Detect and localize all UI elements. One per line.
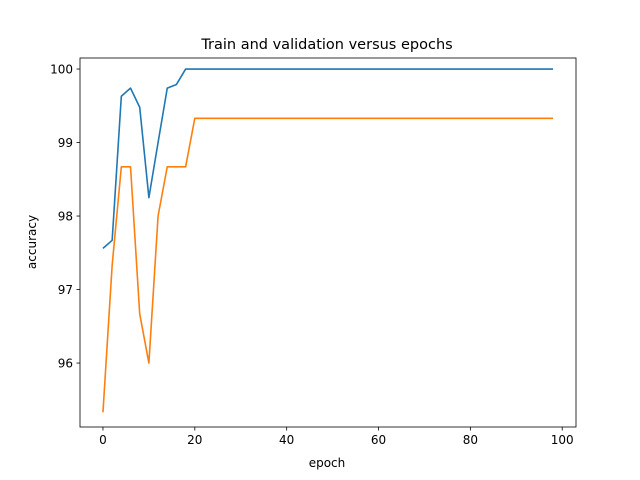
plot-frame — [79, 57, 577, 428]
y-tick-label: 100 — [50, 62, 73, 76]
x-tick-label: 20 — [187, 433, 202, 447]
y-tick-label: 99 — [58, 136, 73, 150]
series-line-2 — [102, 117, 554, 413]
series-line-1 — [102, 68, 554, 249]
y-axis-label: accuracy — [25, 215, 39, 269]
x-tick-label: 0 — [99, 433, 107, 447]
chart-title: Train and validation versus epochs — [200, 37, 452, 53]
y-tick-label: 96 — [58, 356, 73, 370]
plot-area: 0 20 40 60 80 100 96 97 98 99 100 — [50, 57, 577, 447]
x-axis-label: epoch — [309, 456, 346, 470]
x-tick-label: 100 — [551, 433, 574, 447]
y-tick-label: 97 — [58, 283, 73, 297]
x-tick-label: 60 — [371, 433, 386, 447]
x-tick-label: 40 — [279, 433, 294, 447]
x-tick-label: 80 — [463, 433, 478, 447]
y-tick-label: 98 — [58, 209, 73, 223]
